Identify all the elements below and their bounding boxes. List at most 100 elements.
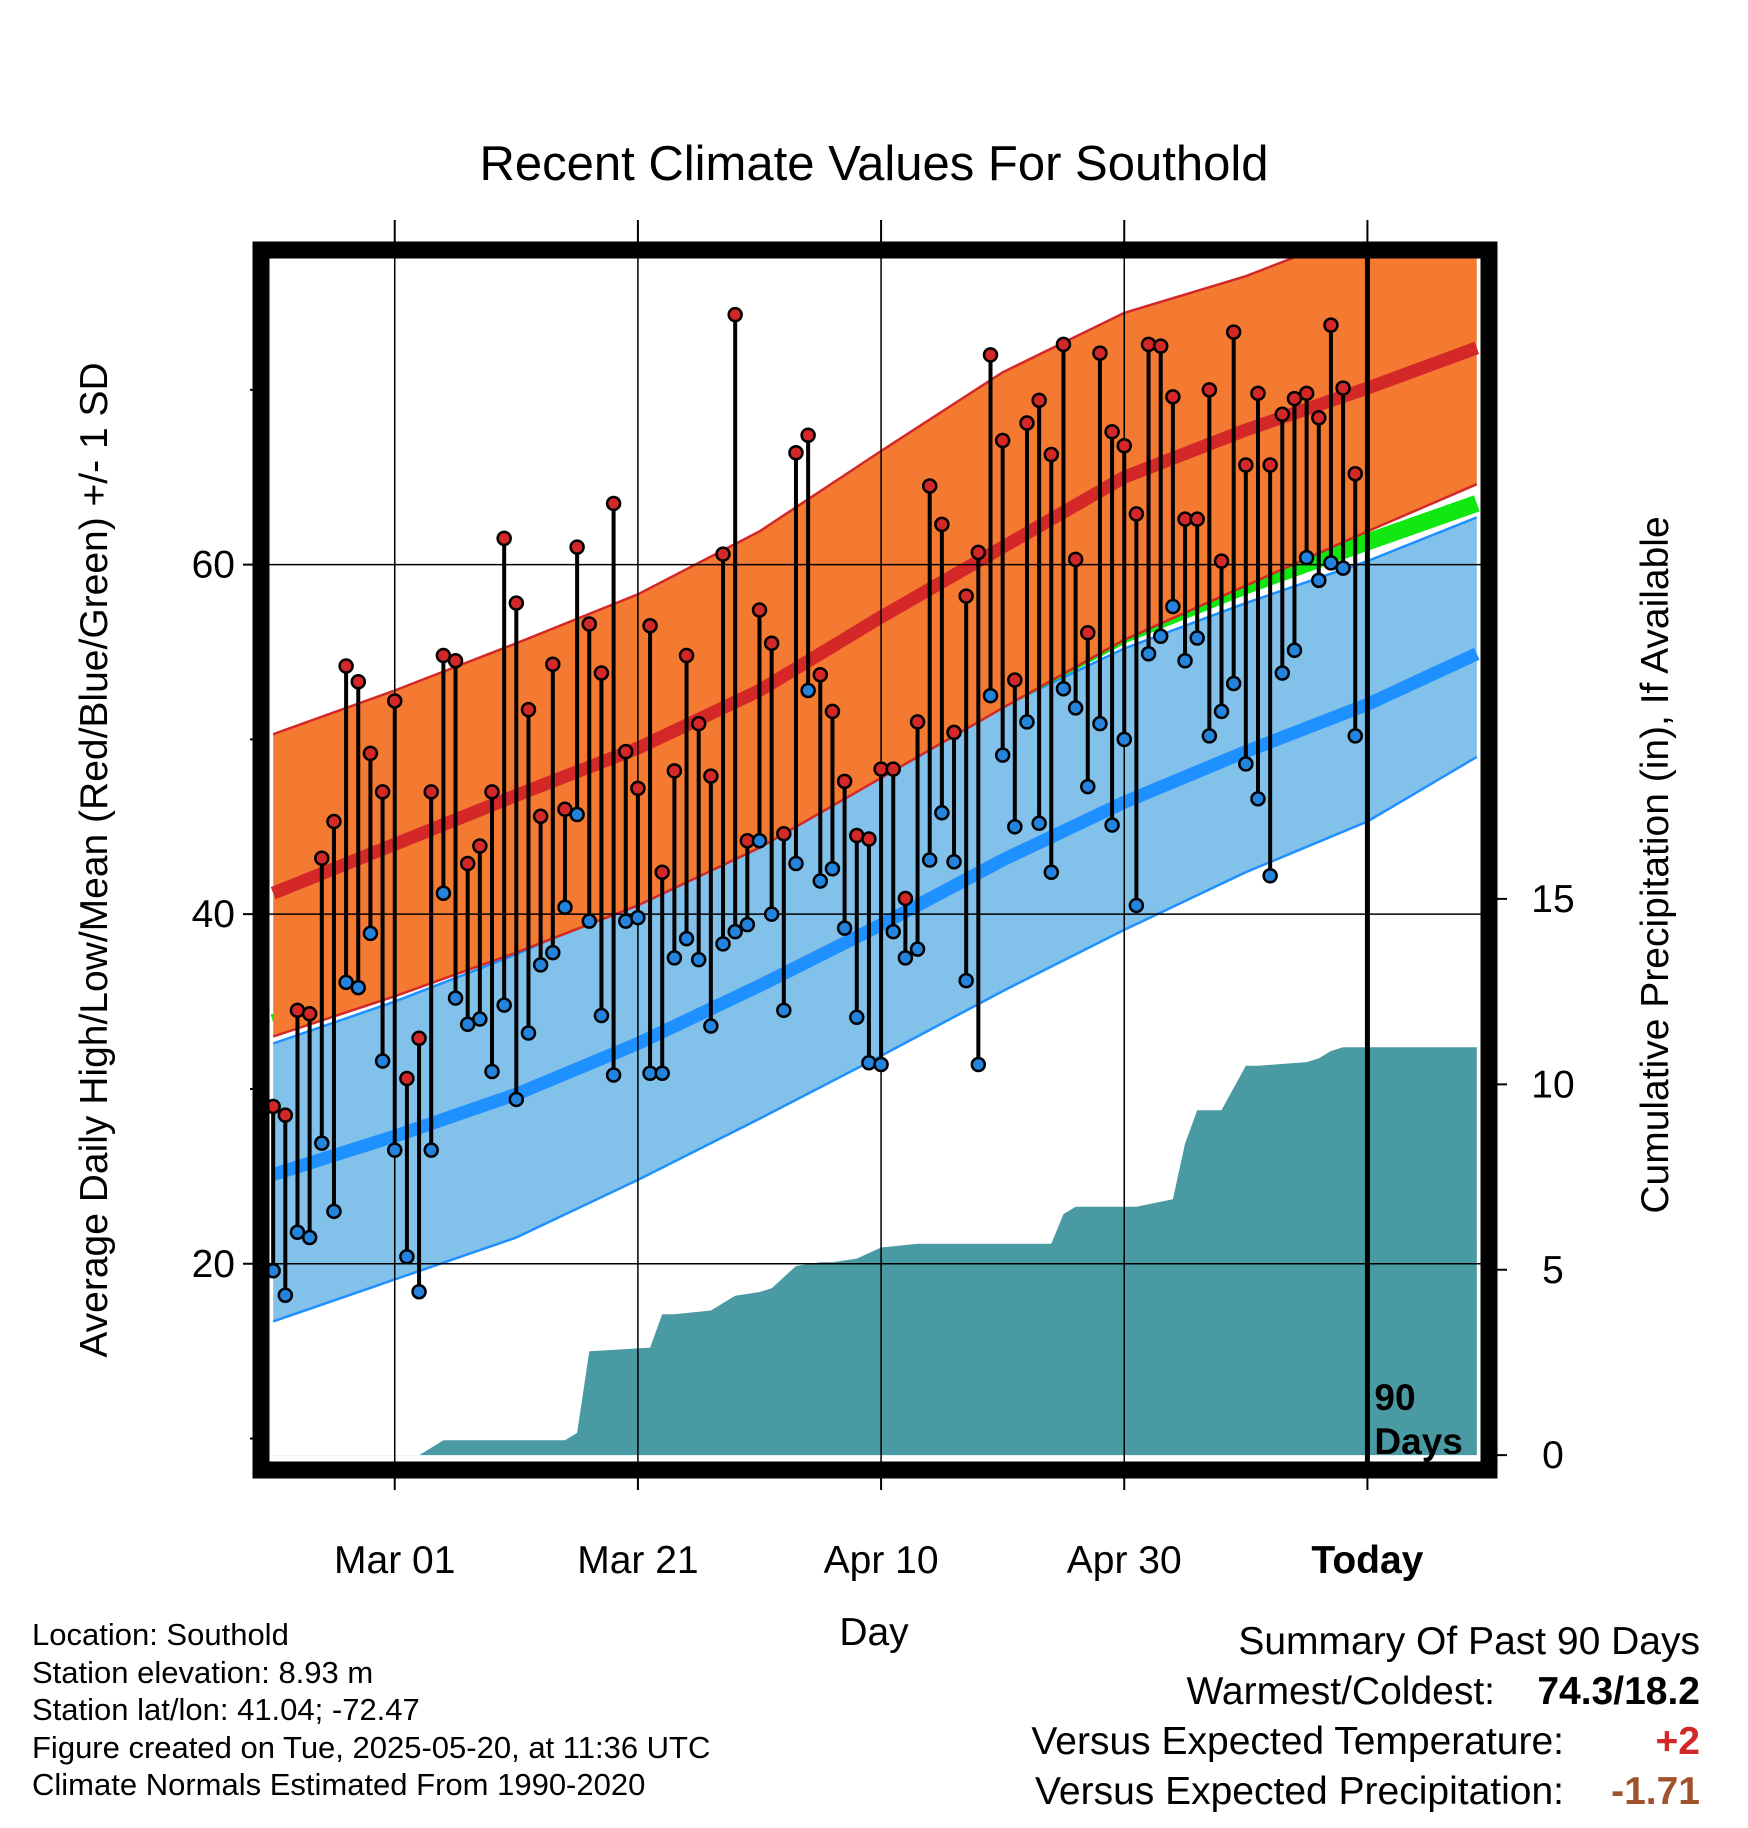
low-point <box>1238 756 1254 772</box>
low-point <box>1140 646 1157 662</box>
high-point <box>654 864 670 880</box>
high-sd-band <box>273 250 1477 1037</box>
high-point <box>958 588 974 604</box>
high-point <box>1140 336 1157 353</box>
y-tick-label: 60 <box>192 544 235 587</box>
low-point <box>484 1063 500 1080</box>
low-point <box>958 972 974 989</box>
low-point <box>727 923 743 940</box>
low-point <box>1080 778 1096 795</box>
low-point <box>921 852 938 868</box>
low-point <box>861 1055 877 1071</box>
low-point <box>690 951 707 968</box>
high-point <box>690 715 707 732</box>
high-point <box>1323 317 1339 333</box>
low-point <box>326 1203 342 1220</box>
low-point <box>1055 680 1072 697</box>
low-point <box>1225 675 1242 692</box>
high-point <box>1067 551 1084 568</box>
low-point <box>496 997 512 1013</box>
high-point <box>1298 385 1315 402</box>
x-tick-label: Mar 21 <box>577 1539 698 1582</box>
high-point <box>411 1030 427 1047</box>
low-point <box>1152 628 1169 645</box>
low-point <box>1165 598 1181 615</box>
low-point <box>1213 703 1230 720</box>
low-point <box>569 806 585 823</box>
low-point <box>703 1018 719 1034</box>
low-point <box>1116 731 1132 748</box>
high-point <box>982 347 999 363</box>
y-tick-label: 20 <box>192 1243 235 1286</box>
low-point <box>581 913 598 929</box>
high-point <box>921 478 938 494</box>
high-point <box>1225 324 1242 340</box>
low-point <box>715 936 731 952</box>
low-point <box>350 979 367 996</box>
high-point <box>423 784 439 800</box>
low-point <box>970 1056 987 1073</box>
low-point <box>1007 819 1023 835</box>
temperature-anomaly-label: Versus Expected Temperature: <box>1031 1720 1564 1763</box>
high-point <box>472 838 488 854</box>
x-axis-label: Day <box>839 1611 909 1654</box>
low-point <box>946 853 962 870</box>
low-point <box>873 1056 889 1073</box>
high-point <box>776 826 792 842</box>
station-elevation: Station elevation: 8.93 m <box>32 1654 374 1690</box>
low-point <box>1019 714 1035 730</box>
low-point <box>1177 652 1193 669</box>
high-point <box>800 427 816 444</box>
high-point <box>994 432 1011 449</box>
high-point <box>1201 382 1218 398</box>
high-point <box>301 1006 318 1022</box>
high-point <box>1031 392 1047 409</box>
high-point <box>642 618 658 634</box>
high-point <box>399 1070 415 1087</box>
high-point <box>618 743 634 760</box>
high-point <box>338 658 354 674</box>
low-point <box>1250 791 1266 807</box>
low-point <box>739 916 756 933</box>
low-point <box>776 1002 792 1019</box>
high-point <box>277 1107 294 1123</box>
high-point <box>630 780 646 797</box>
high-point <box>496 530 512 547</box>
low-point <box>678 930 695 947</box>
low-point <box>374 1053 391 1069</box>
high-point <box>715 546 731 562</box>
precipitation-anomaly-label: Versus Expected Precipitation: <box>1035 1770 1564 1813</box>
high-point <box>581 616 598 632</box>
x-tick-label: Today <box>1311 1539 1423 1582</box>
low-point <box>1043 864 1060 880</box>
summary-panel: Summary Of Past 90 Days Warmest/Coldest:… <box>940 1620 1700 1820</box>
low-point <box>788 855 804 872</box>
low-point <box>654 1065 670 1081</box>
high-point <box>532 808 549 825</box>
high-point <box>727 306 743 323</box>
station-latlon: Station lat/lon: 41.04; -72.47 <box>32 1692 420 1727</box>
low-point <box>934 805 950 821</box>
high-point <box>1080 625 1096 641</box>
low-point <box>593 1007 610 1024</box>
high-point <box>545 656 561 672</box>
figure-created: Figure created on Tue, 2025-05-20, at 11… <box>32 1729 711 1765</box>
station-location: Location: Southold <box>32 1617 289 1652</box>
high-point <box>459 855 476 872</box>
high-point <box>447 652 464 669</box>
low-point <box>557 899 573 915</box>
high-point <box>1189 511 1205 527</box>
low-point <box>1262 867 1278 884</box>
high-point <box>897 890 914 907</box>
low-point <box>824 860 841 877</box>
high-point <box>970 544 987 561</box>
today-label: 90 <box>1374 1377 1415 1418</box>
high-point <box>861 831 877 847</box>
high-point <box>1007 672 1023 688</box>
high-point <box>1019 415 1035 431</box>
high-point <box>508 595 525 611</box>
climate-normals-period: Climate Normals Estimated From 1990-2020 <box>32 1767 646 1802</box>
y2-tick-label: 5 <box>1542 1249 1564 1292</box>
low-point <box>435 885 452 901</box>
